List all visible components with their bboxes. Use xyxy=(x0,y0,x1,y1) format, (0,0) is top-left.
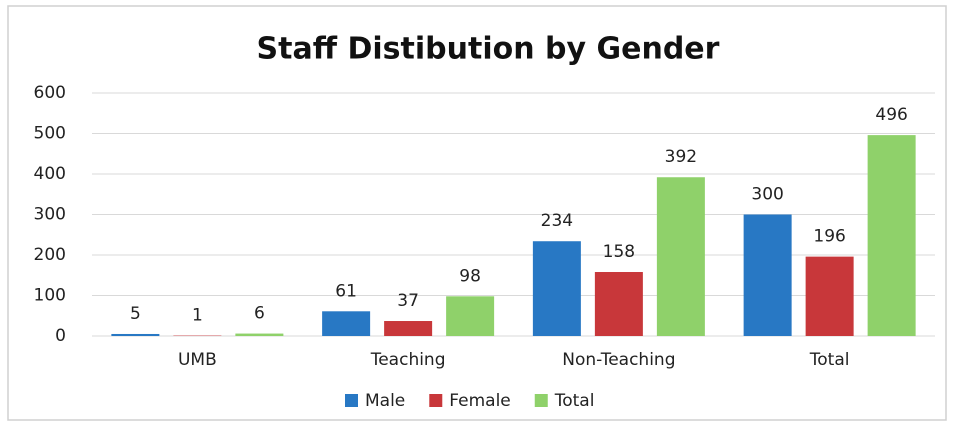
legend: Male Female Total xyxy=(345,391,594,411)
bar xyxy=(446,296,494,336)
bar xyxy=(533,241,581,336)
data-label: 98 xyxy=(459,266,481,286)
data-label: 61 xyxy=(335,281,357,301)
y-tick-label: 0 xyxy=(55,326,66,346)
y-tick-label: 200 xyxy=(34,245,66,265)
legend-swatch xyxy=(429,394,442,407)
bar xyxy=(111,334,159,336)
bar xyxy=(806,257,854,336)
data-label: 5 xyxy=(130,304,141,324)
data-label: 496 xyxy=(875,105,907,125)
bar xyxy=(384,321,432,336)
x-tick-label: Non-Teaching xyxy=(562,350,675,370)
data-label: 234 xyxy=(541,211,573,231)
y-tick-label: 100 xyxy=(34,286,66,306)
bar xyxy=(595,272,643,336)
legend-swatch xyxy=(345,394,358,407)
y-tick-label: 300 xyxy=(34,205,66,225)
data-label: 392 xyxy=(665,147,697,167)
y-tick-label: 600 xyxy=(34,83,66,103)
bar xyxy=(744,215,792,337)
bar xyxy=(322,311,370,336)
data-label: 37 xyxy=(397,291,419,311)
legend-label: Female xyxy=(449,391,510,411)
x-tick-label: Total xyxy=(809,350,850,370)
chart-title: Staff Distibution by Gender xyxy=(257,32,720,67)
data-label: 1 xyxy=(192,306,203,326)
y-tick-label: 400 xyxy=(34,164,66,184)
bar xyxy=(657,177,705,336)
legend-swatch xyxy=(535,394,548,407)
x-tick-label: Teaching xyxy=(370,350,446,370)
chart-frame xyxy=(8,6,946,420)
y-tick-label: 500 xyxy=(34,124,66,144)
bar xyxy=(235,334,283,336)
data-label: 158 xyxy=(603,242,635,262)
legend-label: Total xyxy=(554,391,595,411)
x-tick-label: UMB xyxy=(178,350,217,370)
data-label: 300 xyxy=(751,185,783,205)
legend-label: Male xyxy=(365,391,405,411)
data-label: 6 xyxy=(254,304,265,324)
data-label: 196 xyxy=(813,227,845,247)
bar xyxy=(868,135,916,336)
